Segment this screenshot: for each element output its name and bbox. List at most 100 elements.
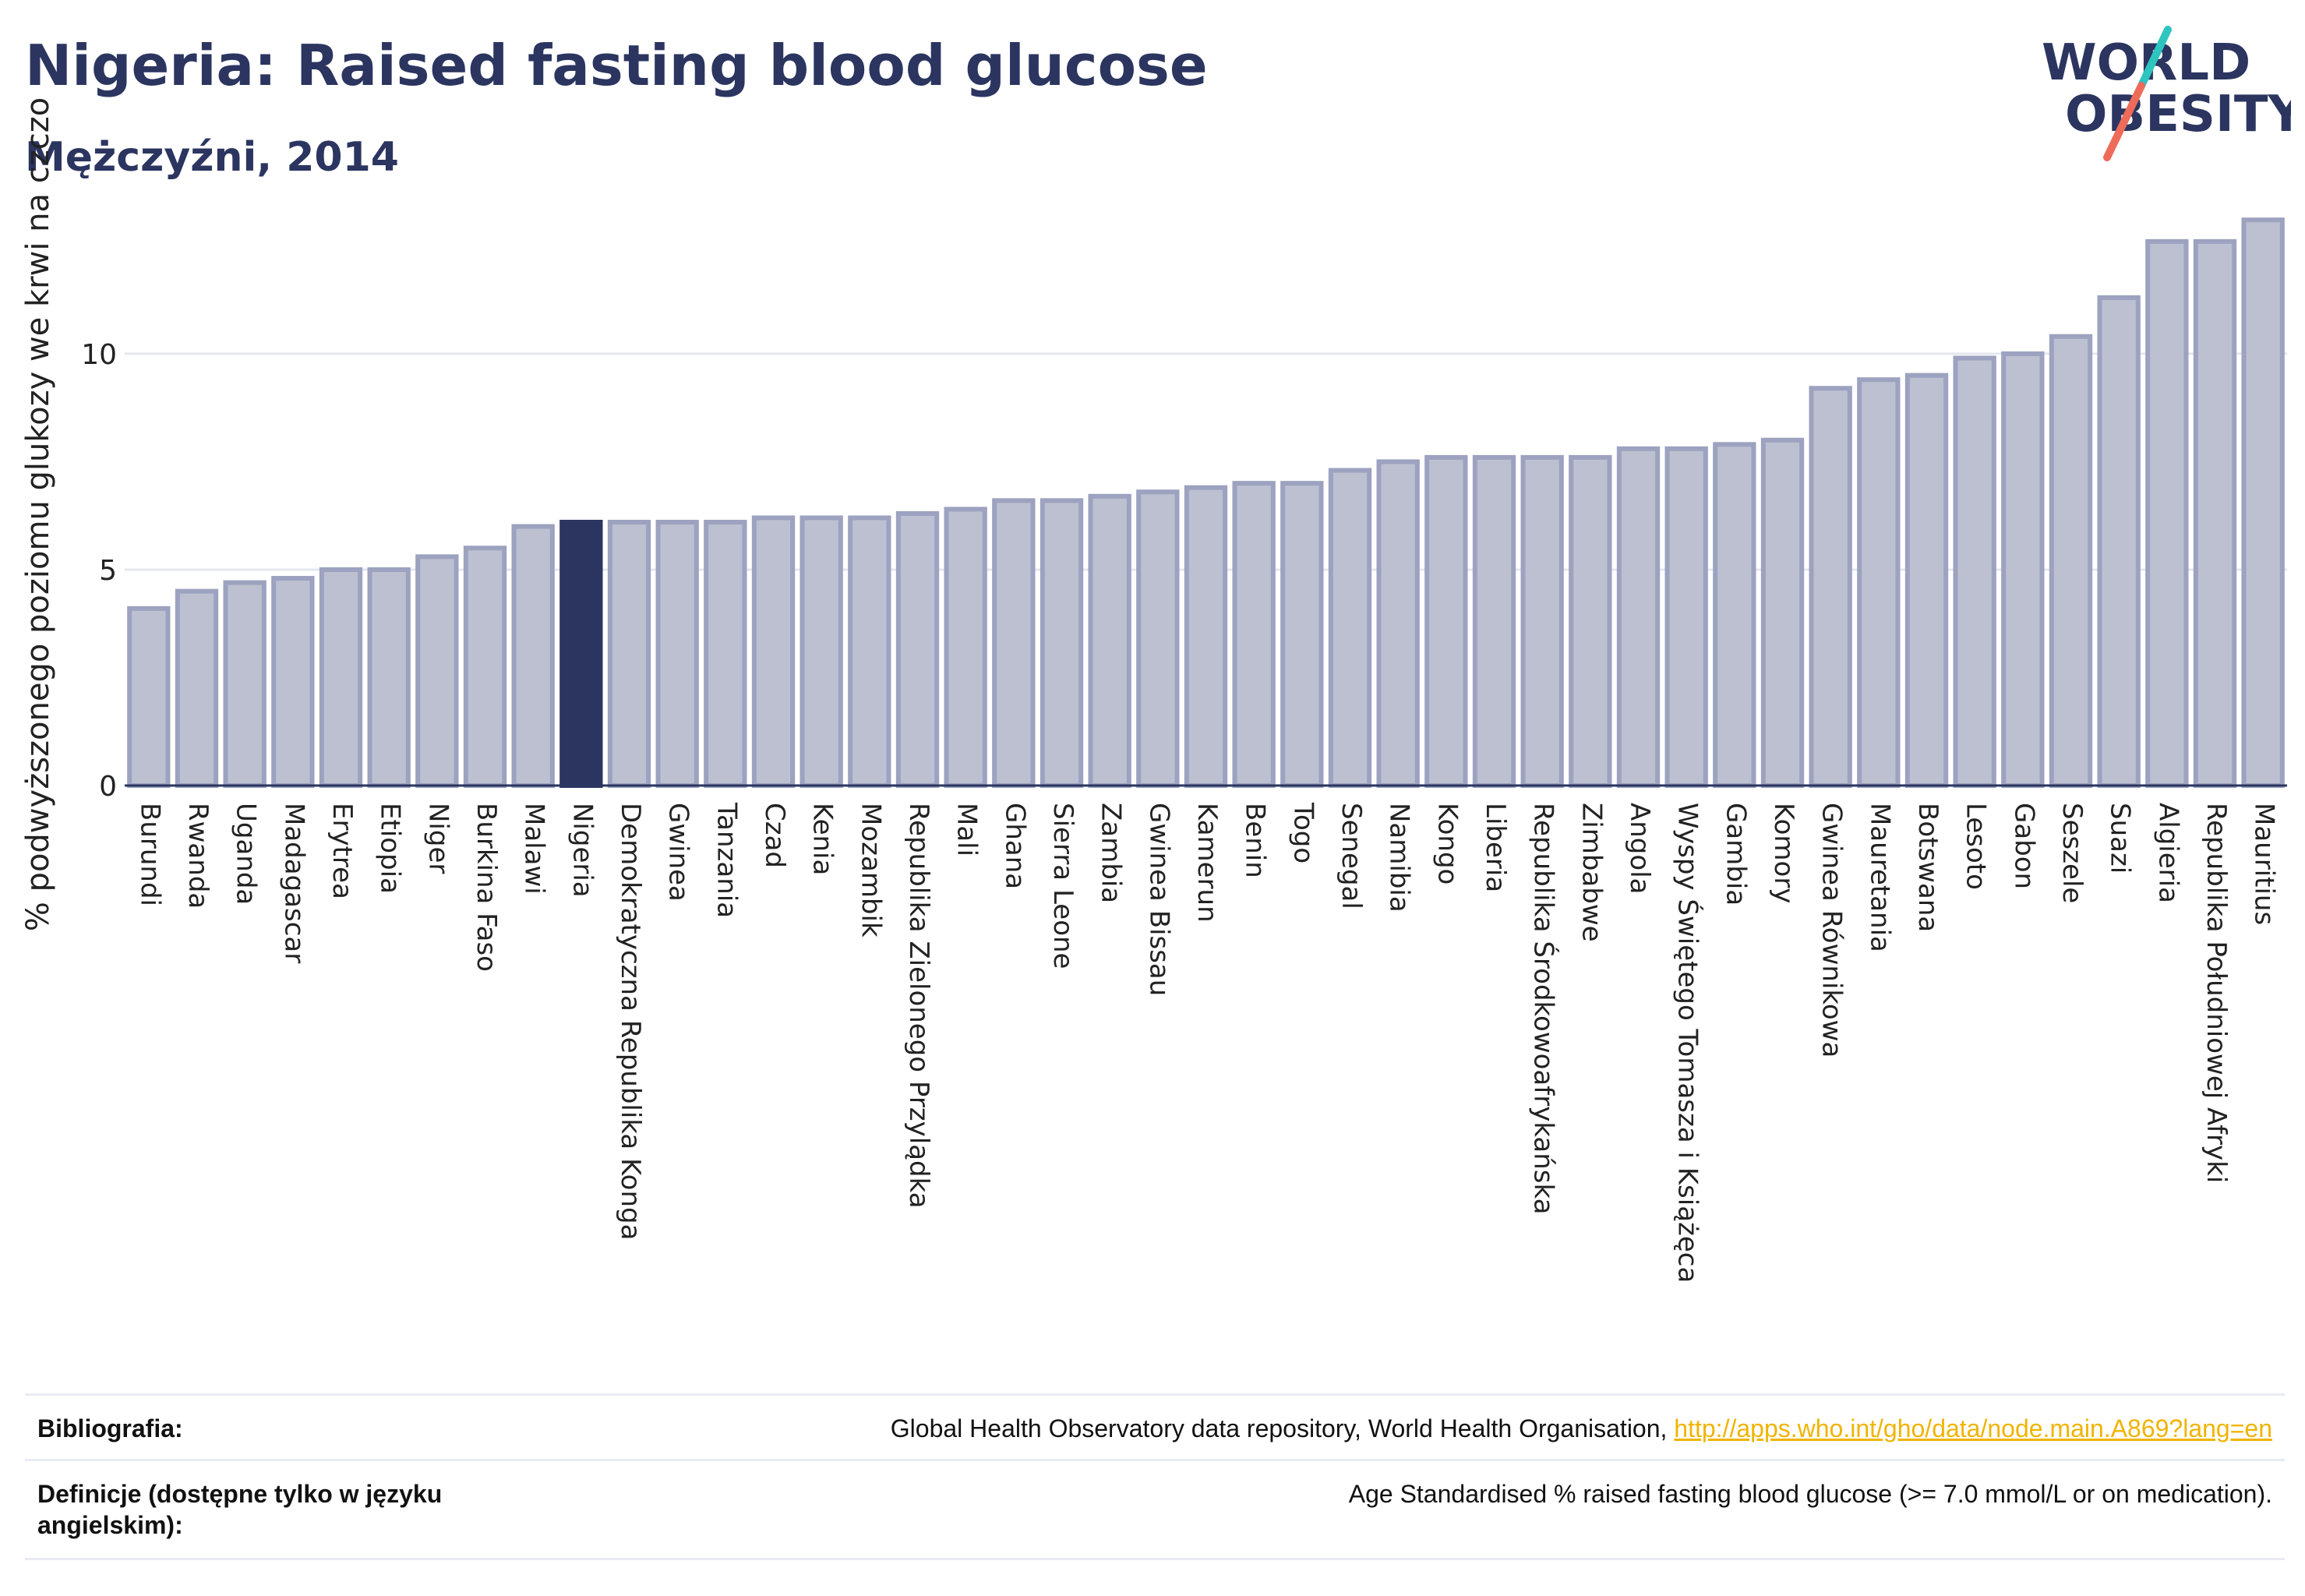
x-tick-label: Namibia xyxy=(1384,803,1415,913)
x-tick-label: Kenia xyxy=(807,803,838,875)
bibliography-link[interactable]: http://apps.who.int/gho/data/node.main.A… xyxy=(1674,1414,2272,1442)
bar-botswana xyxy=(1904,373,1949,788)
x-tick-label: Botswana xyxy=(1912,803,1943,932)
x-tick-label: Zambia xyxy=(1096,803,1127,903)
bar-angola xyxy=(1616,446,1661,788)
x-tick-label: Madagascar xyxy=(278,803,309,963)
x-tick-label: Mauretania xyxy=(1864,803,1895,952)
bar-gwinea xyxy=(655,520,699,789)
bar-togo xyxy=(1280,481,1324,788)
bar-kongo xyxy=(1424,454,1468,788)
bar-mauretania xyxy=(1857,377,1901,789)
x-tick-label: Kamerun xyxy=(1191,803,1223,923)
x-tick-label: Burundi xyxy=(134,803,165,906)
chart-title: Nigeria: Raised fasting blood glucose xyxy=(25,33,1208,98)
label-layer: 0 5 10 Burundi Rwanda Uganda Madagascar Erytrea… xyxy=(20,97,2280,1284)
x-tick-label: Demokratyczna Republika Konga xyxy=(615,803,646,1240)
bar-czad xyxy=(751,515,796,788)
x-tick-label: Kongo xyxy=(1431,803,1463,885)
x-tick-label: Niger xyxy=(422,803,454,874)
y-tick-label: 0 xyxy=(99,771,117,803)
bar-kamerun xyxy=(1184,485,1228,788)
bibliography-row: Bibliografia: Global Health Observatory … xyxy=(25,1393,2285,1461)
x-tick-label: Seszele xyxy=(2056,803,2088,903)
logo-slash-teal xyxy=(2137,26,2172,90)
x-tick-label: Algieria xyxy=(2152,803,2183,903)
bar-niger xyxy=(415,554,459,789)
bar-rwanda xyxy=(175,588,219,789)
bar-republika-środkowoafrykańska xyxy=(1520,454,1564,788)
x-tick-label: Zimbabwe xyxy=(1576,803,1607,942)
x-tick-label: Wyspy Świętego Tomasza i Książęca xyxy=(1672,803,1704,1283)
bar-republika-zielonego-przylądka xyxy=(895,510,940,789)
bar-zimbabwe xyxy=(1569,454,1612,788)
bar-gwinea-bissau xyxy=(1136,489,1180,788)
bar-layer xyxy=(127,217,2285,789)
x-tick-label: Komory xyxy=(1768,803,1799,903)
bibliography-value: Global Health Observatory data repositor… xyxy=(891,1413,2272,1444)
bar-etiopia xyxy=(367,567,411,788)
bar-kenia xyxy=(800,515,843,788)
x-tick-label: Gwinea Bissau xyxy=(1143,803,1174,996)
x-tick-label: Togo xyxy=(1287,802,1318,863)
x-tick-label: Angola xyxy=(1624,803,1655,894)
bibliography-label: Bibliografia: xyxy=(37,1414,183,1442)
x-tick-label: Erytrea xyxy=(327,803,358,899)
bar-liberia xyxy=(1472,454,1516,788)
definitions-label: Definicje (dostępne tylko w języku angie… xyxy=(37,1480,443,1539)
world-obesity-logo: WORLD OBESITY xyxy=(2042,26,2291,161)
bar-lesoto xyxy=(1953,355,1996,788)
x-tick-label: Burkina Faso xyxy=(471,803,502,972)
bar-gambia xyxy=(1713,442,1756,788)
bar-suazi xyxy=(2097,295,2141,788)
x-tick-label: Sierra Leone xyxy=(1047,803,1078,969)
bar-senegal xyxy=(1328,468,1372,788)
x-tick-label: Mozambik xyxy=(855,803,886,937)
bar-algieria xyxy=(2145,238,2189,789)
chart-subtitle: Mężczyźni, 2014 xyxy=(25,134,399,181)
bar-demokratyczna-republika-konga xyxy=(607,520,651,789)
x-tick-label: Etiopia xyxy=(375,803,406,894)
x-tick-label: Uganda xyxy=(231,803,262,905)
x-tick-label: Gabon xyxy=(2008,803,2039,889)
bar-mozambik xyxy=(848,515,891,788)
x-tick-label: Nigeria xyxy=(567,803,598,898)
bar-burkina-faso xyxy=(463,546,507,789)
logo-slash-coral xyxy=(2103,82,2145,161)
bar-komory xyxy=(1760,437,1805,788)
y-tick-label: 5 xyxy=(99,555,117,587)
x-tick-label: Lesoto xyxy=(1961,803,1992,890)
x-tick-label: Ghana xyxy=(999,803,1030,889)
bar-uganda xyxy=(223,580,267,789)
definitions-row: Definicje (dostępne tylko w języku angie… xyxy=(25,1459,2285,1560)
x-tick-label: Mali xyxy=(951,803,983,856)
bar-burundi xyxy=(127,606,171,789)
bar-namibia xyxy=(1376,459,1420,788)
bar-mauritius xyxy=(2241,217,2285,788)
bar-ghana xyxy=(992,498,1036,788)
bar-tanzania xyxy=(704,520,747,789)
x-tick-label: Republika Zielonego Przylądka xyxy=(903,803,934,1209)
x-tick-label: Suazi xyxy=(2105,803,2136,874)
bar-wyspy-świętego-tomasza-i-książęca xyxy=(1664,446,1708,788)
x-tick-label: Republika Południowej Afryki xyxy=(2201,803,2232,1183)
bar-malawi xyxy=(511,524,555,788)
x-tick-label: Tanzania xyxy=(711,802,742,918)
bar-chart: 0 5 10 Burundi Rwanda Uganda Madagascar Erytrea… xyxy=(20,97,2287,1284)
bar-zambia xyxy=(1088,493,1131,789)
x-tick-label: Gambia xyxy=(1720,803,1751,906)
x-tick-label: Gwinea xyxy=(663,803,694,902)
bar-gabon xyxy=(2001,351,2045,789)
x-tick-label: Mauritius xyxy=(2249,803,2280,925)
bar-erytrea xyxy=(319,567,363,788)
bar-mali xyxy=(944,507,987,788)
definitions-value: Age Standardised % raised fasting blood … xyxy=(1348,1480,2272,1508)
bar-benin xyxy=(1232,481,1276,788)
bar-republika-południowej-afryki xyxy=(2193,238,2237,789)
x-tick-label: Benin xyxy=(1240,803,1271,878)
x-tick-label: Gwinea Równikowa xyxy=(1816,803,1848,1058)
x-tick-label: Liberia xyxy=(1480,803,1511,892)
bar-nigeria xyxy=(559,520,603,789)
bar-madagascar xyxy=(271,576,315,788)
bar-seszele xyxy=(2049,334,2093,789)
